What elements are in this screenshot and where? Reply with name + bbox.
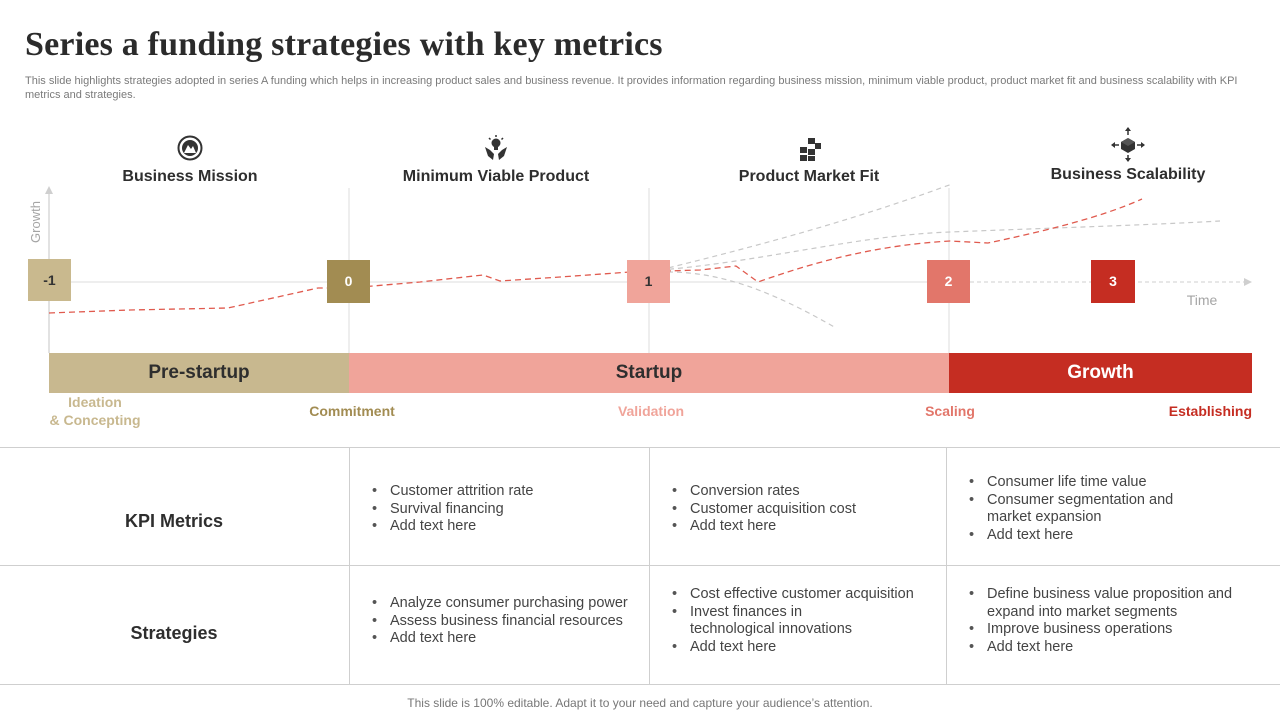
kpi-cell-growth: Consumer life time value Consumer segmen… [967, 474, 1197, 544]
marker-2: 2 [927, 260, 970, 303]
row-label-strategies: Strategies [130, 623, 218, 643]
list-item: Customer attrition rate [370, 483, 640, 501]
marker-minus-1: -1 [28, 259, 71, 301]
strategy-cell-startup-2: Cost effective customer acquisition Inve… [670, 586, 930, 656]
kpi-cell-startup-2: Conversion rates Customer acquisition co… [670, 483, 940, 536]
page-subtitle: This slide highlights strategies adopted… [25, 75, 1238, 101]
stage-product-market-fit: Product Market Fit [689, 134, 929, 186]
blocks-icon [800, 138, 821, 161]
list-item: Improve business operations [967, 621, 1257, 639]
list-item: Survival financing [370, 501, 640, 519]
row-label-kpi: KPI Metrics [124, 511, 224, 531]
list-item: Add text here [370, 518, 640, 536]
phase-pre-startup: Pre-startup [49, 353, 349, 393]
list-item: Assess business financial resources [370, 613, 645, 631]
growth-line [48, 198, 1143, 314]
y-axis-label: Growth [28, 201, 43, 243]
growth-diagram: Growth Time -1 0 1 2 3 [28, 183, 1252, 353]
y-axis-arrow [45, 186, 53, 194]
alt-path-up [659, 183, 953, 271]
x-axis-label: Time [1187, 292, 1218, 308]
x-axis-arrow [1244, 278, 1252, 286]
stage-business-mission: Business Mission [70, 134, 310, 186]
list-item: Conversion rates [670, 483, 940, 501]
list-item: Define business value proposition and ex… [967, 586, 1257, 621]
strategy-cell-growth: Define business value proposition and ex… [967, 586, 1257, 656]
table-col-divider [649, 447, 650, 684]
kpi-cell-startup-1: Customer attrition rate Survival financi… [370, 483, 640, 536]
alt-path-flat [659, 220, 1221, 271]
list-item: Customer acquisition cost [670, 501, 940, 519]
stage-label: Business Mission [122, 168, 258, 185]
phase-startup: Startup [349, 353, 949, 393]
milestone-establishing: Establishing [1168, 403, 1252, 419]
table-bottom-border [0, 684, 1280, 685]
stage-label: Minimum Viable Product [402, 168, 590, 185]
marker-label: -1 [43, 272, 56, 288]
marker-label: 2 [945, 273, 953, 289]
strategy-cell-startup-1: Analyze consumer purchasing power Assess… [370, 595, 645, 648]
stage-label: Business Scalability [1050, 166, 1206, 183]
milestone-validation: Validation [617, 403, 685, 419]
hands-bulb-icon [485, 135, 507, 160]
list-item: Cost effective customer acquisition [670, 586, 930, 604]
marker-label: 1 [645, 273, 653, 289]
list-item: Add text here [967, 639, 1257, 657]
list-item: Consumer life time value [967, 474, 1197, 492]
phase-growth: Growth [949, 353, 1252, 393]
marker-3: 3 [1091, 260, 1135, 303]
list-item: Add text here [370, 630, 645, 648]
marker-1: 1 [627, 260, 670, 303]
page-title: Series a funding strategies with key met… [25, 26, 663, 63]
cube-arrows-icon [1111, 127, 1145, 162]
phase-label: Startup [615, 362, 683, 383]
milestone-ideation: Ideation & Concepting [40, 393, 150, 429]
alt-path-down [667, 271, 837, 329]
compass-icon [177, 135, 203, 161]
list-item: Add text here [967, 527, 1197, 545]
marker-label: 0 [345, 273, 353, 289]
stage-mvp: Minimum Viable Product [376, 134, 616, 186]
phase-label: Growth [1067, 362, 1134, 383]
list-item: Add text here [670, 639, 930, 657]
footer-note: This slide is 100% editable. Adapt it to… [407, 696, 873, 710]
table-col-divider [946, 447, 947, 684]
stage-label: Product Market Fit [738, 168, 880, 185]
list-item: Analyze consumer purchasing power [370, 595, 645, 613]
milestone-scaling: Scaling [925, 403, 975, 419]
marker-label: 3 [1109, 273, 1117, 289]
stage-business-scalability: Business Scalability [1008, 126, 1248, 184]
list-item: Consumer segmentation and market expansi… [967, 492, 1197, 527]
milestone-line: Ideation [68, 394, 122, 410]
table-top-border [0, 447, 1280, 448]
marker-0: 0 [327, 260, 370, 303]
milestone-commitment: Commitment [309, 403, 395, 419]
phase-label: Pre-startup [148, 362, 250, 383]
list-item: Add text here [670, 518, 940, 536]
table-row-divider [0, 565, 1280, 566]
list-item: Invest finances in technological innovat… [670, 604, 860, 639]
table-col-divider [349, 447, 350, 684]
milestone-line: & Concepting [49, 412, 141, 428]
